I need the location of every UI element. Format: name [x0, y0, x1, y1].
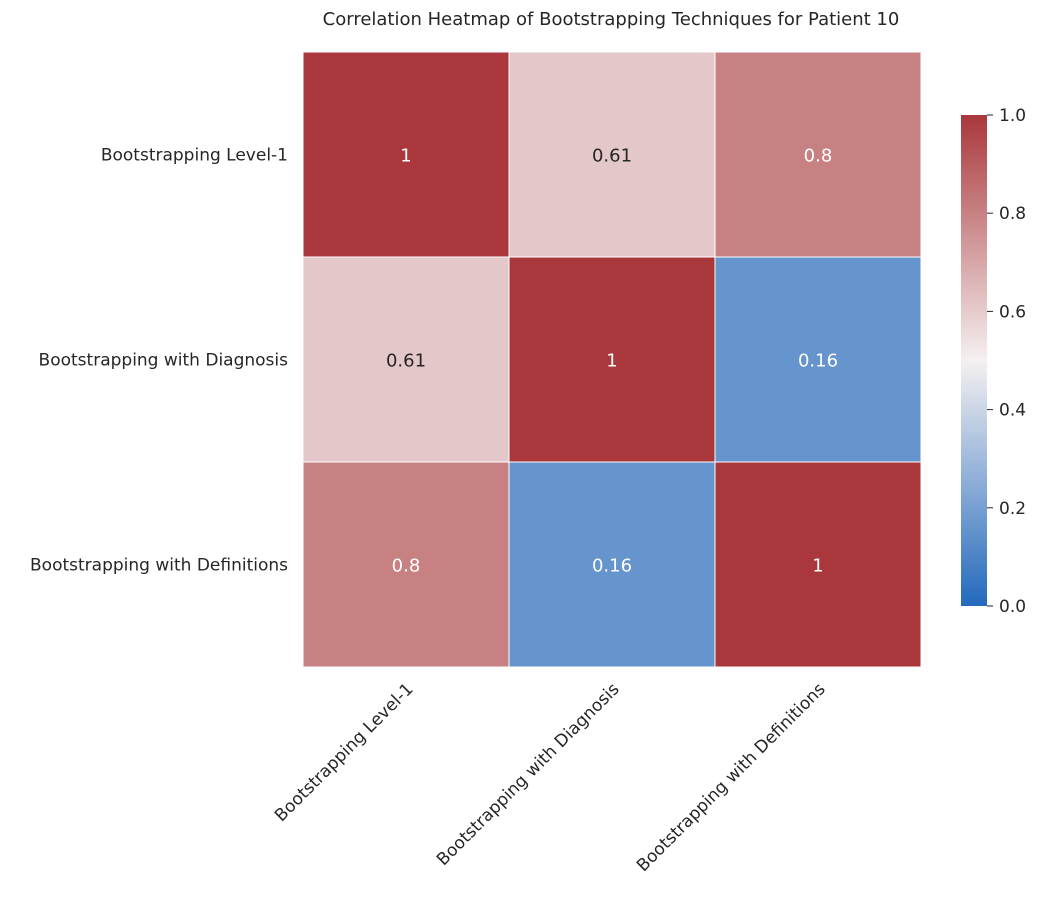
heatmap-cell: [508, 461, 716, 668]
x-tick-label: Bootstrapping with Definitions: [633, 679, 830, 876]
y-tick-labels: Bootstrapping Level-1 Bootstrapping with …: [30, 146, 288, 576]
cell-annotation: 0.8: [804, 146, 833, 167]
heatmap-cell: [508, 256, 716, 463]
colorbar-ticks: 0.0 0.2 0.4 0.6 0.8 1.0: [987, 106, 1026, 617]
cell-annotation: 0.61: [592, 146, 632, 167]
cell-annotation: 0.8: [392, 556, 421, 577]
cell-annotation: 0.16: [798, 351, 838, 372]
y-tick-label: Bootstrapping with Definitions: [30, 556, 288, 576]
colorbar-tick-label: 0.6: [999, 302, 1026, 322]
heatmap-cell: [302, 51, 510, 258]
x-tick-labels: Bootstrapping Level-1 Bootstrapping with …: [271, 679, 830, 876]
heatmap-cells: 1 0.61 0.8 0.61 1 0.16 0.8 0.16 1: [302, 51, 922, 668]
heatmap-cell: [714, 256, 922, 463]
colorbar-tick-label: 0.4: [999, 401, 1026, 421]
heatmap-cell: [714, 51, 922, 258]
cell-annotation: 1: [400, 146, 411, 167]
heatmap-cell: [302, 256, 510, 463]
cell-annotation: 0.61: [386, 351, 426, 372]
heatmap-cell: [714, 461, 922, 668]
colorbar: [961, 115, 987, 606]
x-tick-label: Bootstrapping Level-1: [271, 679, 417, 825]
colorbar-tick-label: 0.0: [999, 597, 1026, 617]
chart-title: Correlation Heatmap of Bootstrapping Tec…: [323, 9, 900, 30]
cell-annotation: 0.16: [592, 556, 632, 577]
cell-annotation: 1: [812, 556, 823, 577]
cell-annotation: 1: [606, 351, 617, 372]
colorbar-tick-label: 1.0: [999, 106, 1026, 126]
x-tick-label: Bootstrapping with Diagnosis: [433, 679, 624, 870]
colorbar-tick-label: 0.2: [999, 499, 1026, 519]
heatmap-cell: [302, 461, 510, 668]
colorbar-tick-label: 0.8: [999, 204, 1026, 224]
heatmap-cell: [508, 51, 716, 258]
y-tick-label: Bootstrapping Level-1: [101, 146, 288, 166]
y-tick-label: Bootstrapping with Diagnosis: [39, 351, 289, 371]
